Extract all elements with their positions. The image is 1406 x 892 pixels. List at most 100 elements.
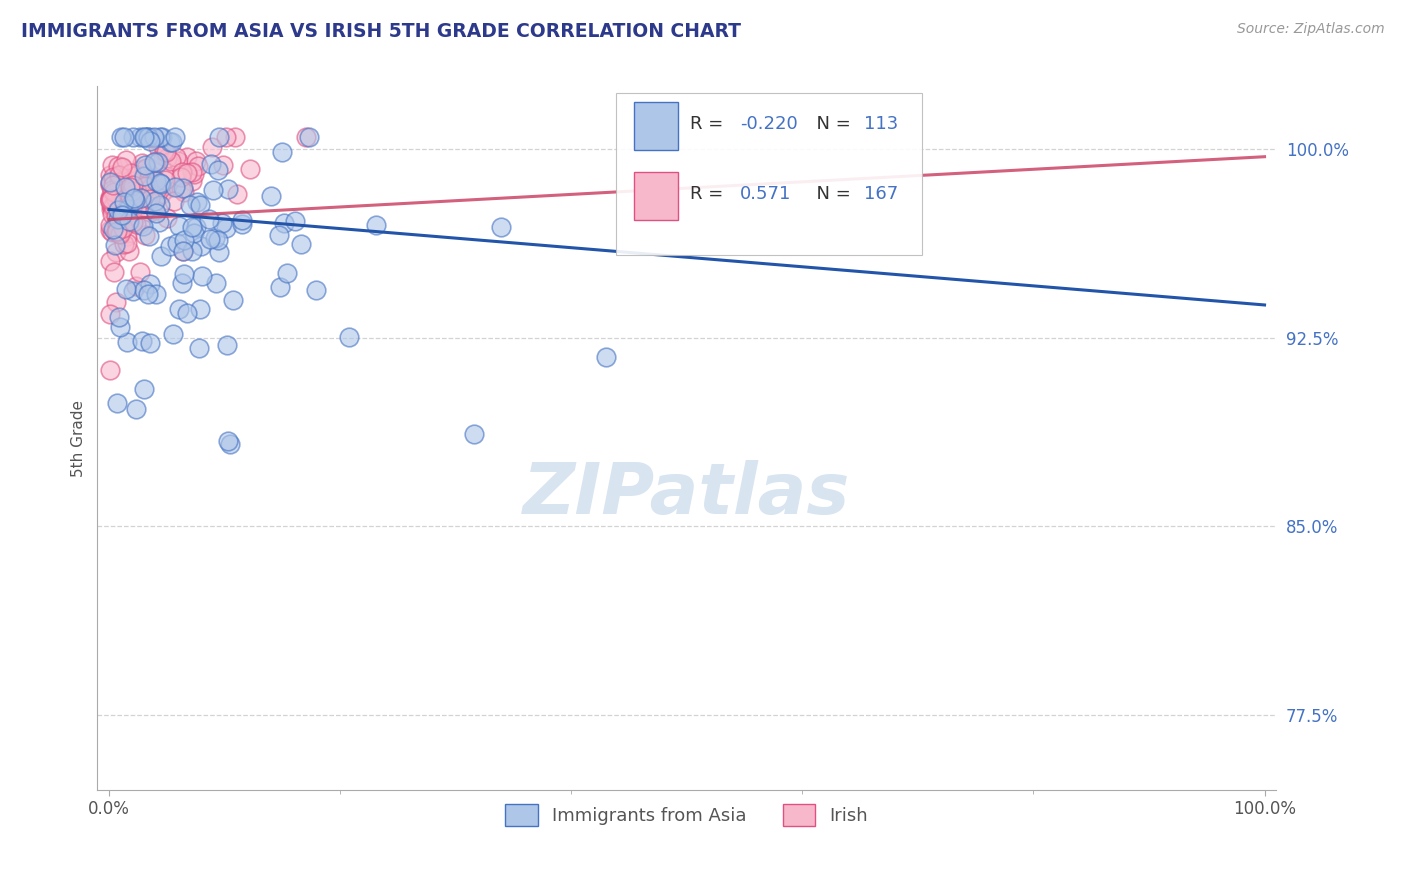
Point xyxy=(260,189,283,203)
Point xyxy=(105,218,128,232)
Point xyxy=(118,214,141,228)
Point xyxy=(129,129,152,144)
Point xyxy=(201,139,224,153)
Point xyxy=(276,266,298,280)
Text: 167: 167 xyxy=(863,185,898,203)
Point xyxy=(139,134,162,148)
Point xyxy=(172,244,194,258)
Point xyxy=(269,279,291,293)
Point xyxy=(204,231,226,245)
Point xyxy=(107,168,129,182)
Point xyxy=(105,196,128,211)
Point xyxy=(129,265,152,279)
Point xyxy=(112,193,135,207)
Point xyxy=(134,129,156,144)
Point xyxy=(167,219,190,233)
Point xyxy=(150,249,173,263)
Text: 0.571: 0.571 xyxy=(740,185,792,203)
Point xyxy=(269,227,291,242)
Point xyxy=(143,194,166,209)
Point xyxy=(107,203,129,218)
Point xyxy=(152,149,174,163)
Point xyxy=(112,208,135,222)
Point xyxy=(114,187,136,202)
Point xyxy=(139,277,162,291)
Point xyxy=(218,437,240,451)
Point xyxy=(112,129,135,144)
Point xyxy=(112,195,135,210)
Point xyxy=(105,224,128,238)
Point xyxy=(121,284,143,298)
Point xyxy=(180,165,202,179)
Point xyxy=(110,129,132,144)
Point xyxy=(150,129,173,144)
Point xyxy=(165,150,187,164)
Point xyxy=(149,129,172,144)
Point xyxy=(139,192,162,206)
Point xyxy=(135,161,157,176)
Point xyxy=(110,200,132,214)
Point xyxy=(101,185,124,199)
Point xyxy=(127,188,149,202)
Point xyxy=(112,182,135,196)
Point xyxy=(101,221,124,235)
Point xyxy=(208,129,231,144)
Point xyxy=(98,218,121,232)
Point xyxy=(181,244,204,258)
Point xyxy=(170,276,193,290)
Point xyxy=(117,202,139,216)
Text: N =: N = xyxy=(804,115,856,133)
Point xyxy=(100,206,122,220)
Point xyxy=(145,174,167,188)
Point xyxy=(98,193,121,207)
Point xyxy=(134,169,156,184)
Point xyxy=(138,336,160,351)
Point xyxy=(125,279,148,293)
Point xyxy=(150,177,173,191)
Point xyxy=(117,189,139,203)
Point xyxy=(108,175,131,189)
FancyBboxPatch shape xyxy=(634,102,679,150)
Point xyxy=(98,193,121,207)
Point xyxy=(120,198,142,212)
Point xyxy=(134,129,156,144)
Point xyxy=(98,223,121,237)
Point xyxy=(120,189,142,203)
Point xyxy=(107,191,129,205)
Point xyxy=(118,179,141,194)
Point xyxy=(122,215,145,229)
Point xyxy=(211,158,233,172)
Point xyxy=(298,129,321,144)
Point xyxy=(145,154,167,169)
Point xyxy=(165,180,187,194)
Point xyxy=(124,402,146,417)
Point xyxy=(337,330,360,344)
Point xyxy=(114,179,136,194)
Point xyxy=(111,200,134,214)
Point xyxy=(167,301,190,316)
Point xyxy=(101,200,124,214)
Point xyxy=(138,179,160,194)
Point xyxy=(136,129,159,144)
Point xyxy=(122,178,145,192)
Point xyxy=(115,178,138,193)
Text: ZIPatlas: ZIPatlas xyxy=(523,460,851,529)
Legend: Immigrants from Asia, Irish: Immigrants from Asia, Irish xyxy=(498,797,876,834)
Point xyxy=(112,189,135,203)
Point xyxy=(110,320,132,334)
Point xyxy=(124,192,146,206)
Point xyxy=(104,225,127,239)
Point xyxy=(200,157,222,171)
Point xyxy=(184,154,207,169)
Point xyxy=(190,238,212,252)
Point xyxy=(111,175,134,189)
Point xyxy=(239,162,262,177)
Point xyxy=(111,206,134,220)
Point xyxy=(107,183,129,197)
Point xyxy=(112,214,135,228)
Point xyxy=(98,168,121,182)
Point xyxy=(173,267,195,281)
Point xyxy=(187,160,209,174)
Point xyxy=(121,184,143,198)
Point xyxy=(224,129,246,144)
